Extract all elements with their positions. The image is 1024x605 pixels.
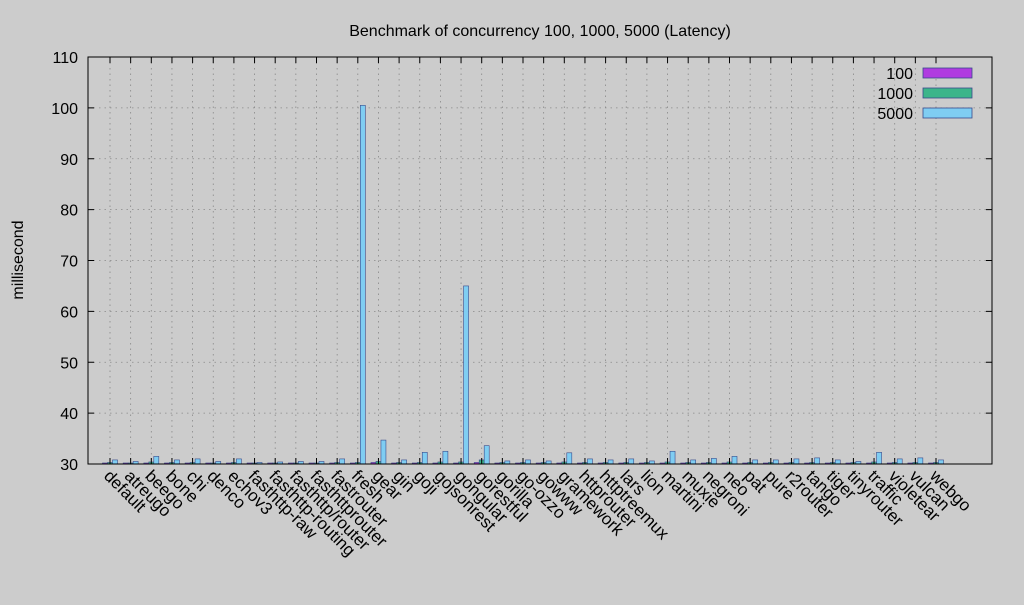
x-axis-ticks: defaultatreugobeegobonechidencoechov3fas…: [100, 57, 975, 560]
y-tick-label: 80: [60, 203, 78, 220]
bar-5000-violetear: [896, 458, 903, 465]
y-tick-label: 110: [52, 50, 78, 67]
legend-label-1000: 1000: [877, 86, 913, 103]
bar-5000-tango: [814, 457, 820, 465]
bar-5000-httprouter: [587, 458, 593, 465]
bar-5000-pure: [772, 459, 779, 465]
y-tick-label: 40: [60, 406, 78, 423]
bar-5000-default: [112, 459, 118, 465]
legend: 100 1000 5000: [877, 66, 973, 123]
bar-5000-negroni: [711, 458, 717, 465]
bar-5000-fresh: [359, 105, 366, 465]
bar-5000-chi: [194, 458, 201, 465]
bar-5000-go-ozzo: [525, 459, 531, 465]
bar-5000-r2router: [793, 458, 800, 465]
bar-5000-gongular: [463, 285, 469, 465]
bar-5000-martini: [669, 450, 676, 465]
legend-swatch-5000: [922, 107, 973, 119]
bar-5000-lars: [628, 458, 635, 465]
y-tick-label: 90: [60, 152, 78, 169]
bar-5000-pat: [752, 459, 758, 465]
bar-5000-gojsonrest: [442, 450, 449, 465]
chart-title: Benchmark of concurrency 100, 1000, 5000…: [349, 23, 731, 40]
bar-5000-vulcan: [917, 457, 924, 465]
y-tick-label: 30: [60, 457, 78, 474]
legend-label-100: 100: [886, 66, 913, 83]
bar-5000-webgo: [938, 459, 944, 465]
y-tick-label: 60: [60, 304, 78, 321]
bar-5000-traffic: [876, 451, 882, 465]
bar-5000-goji: [421, 451, 428, 465]
y-axis-ticks: 30 40 50 60 70 80 90 100 110: [51, 50, 992, 474]
bar-5000-beego: [153, 456, 160, 465]
bar-5000-httptreemux: [607, 459, 614, 465]
grid-lines: [88, 57, 992, 464]
bar-5000-tiger: [834, 459, 841, 465]
bar-5000-gramework: [566, 452, 573, 465]
legend-swatch-100: [922, 67, 973, 79]
bar-5000-gin: [401, 459, 407, 465]
bar-5000-gear: [380, 439, 387, 465]
bar-5000-muxie: [690, 459, 697, 465]
bar-5000-echov3: [236, 458, 242, 465]
legend-label-5000: 5000: [877, 106, 913, 123]
y-tick-label: 50: [60, 355, 78, 372]
bar-5000-fastrouter: [339, 458, 345, 465]
bar-5000-bone: [174, 459, 180, 465]
bar-5000-neo: [731, 456, 738, 465]
bar-5000-gorestful: [483, 445, 490, 465]
legend-swatch-1000: [922, 87, 973, 99]
y-tick-label: 70: [60, 254, 78, 271]
y-axis-label: millisecond: [10, 220, 27, 299]
y-tick-label: 100: [51, 101, 78, 118]
